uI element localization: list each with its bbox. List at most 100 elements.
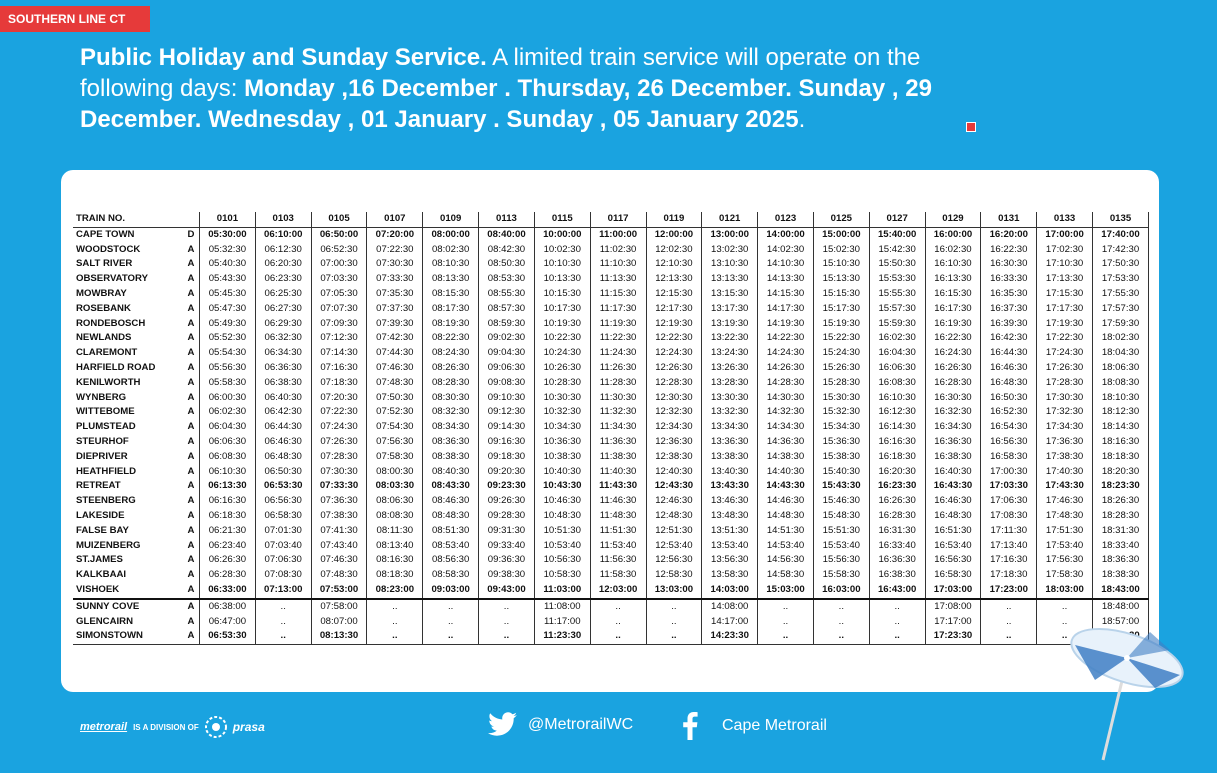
time-cell: 08:30:30 xyxy=(422,390,479,406)
time-cell: 07:48:30 xyxy=(366,375,423,391)
time-cell: 08:00:00 xyxy=(422,226,479,243)
time-cell: 10:24:30 xyxy=(533,346,591,361)
time-cell: 15:56:30 xyxy=(812,553,870,569)
time-cell: 07:44:30 xyxy=(366,346,423,361)
time-cell: 18:33:40 xyxy=(1092,538,1149,554)
time-cell: 16:20:30 xyxy=(868,464,926,480)
time-cell: 11:15:30 xyxy=(589,286,646,302)
time-cell: 05:32:30 xyxy=(199,242,256,258)
time-cell: 06:36:30 xyxy=(254,360,312,376)
table-row: STEURHOF A 06:06:30 06:46:30 07:26:30 07:56:3… xyxy=(73,434,1149,450)
time-cell: 17:36:30 xyxy=(1036,434,1093,450)
time-cell: 07:20:00 xyxy=(366,226,423,243)
time-cell: 13:24:30 xyxy=(701,346,758,361)
time-cell: 12:28:30 xyxy=(645,375,702,391)
time-cell: 17:55:30 xyxy=(1092,286,1149,302)
time-cell: 18:43:00 xyxy=(1092,582,1149,599)
time-cell: 13:51:30 xyxy=(701,523,758,539)
time-cell: 15:28:30 xyxy=(812,375,870,391)
time-cell: 13:13:30 xyxy=(701,272,758,287)
time-cell: 12:56:30 xyxy=(645,553,702,569)
arrive-depart-code: A xyxy=(187,450,195,462)
time-cell: 06:38:00 xyxy=(199,597,256,615)
time-cell: .. xyxy=(980,629,1037,646)
time-cell: 14:43:30 xyxy=(757,479,814,495)
twitter-text: @MetrorailWC xyxy=(528,716,634,733)
time-cell: 07:35:30 xyxy=(366,286,423,302)
table-row: MOWBRAY A 05:45:30 06:25:30 07:05:30 07:35:30… xyxy=(73,286,1149,302)
time-cell: 17:06:30 xyxy=(980,494,1037,509)
time-cell: 15:53:40 xyxy=(812,538,870,554)
time-cell: 17:17:30 xyxy=(1036,301,1093,317)
time-cell: 10:43:30 xyxy=(533,479,591,495)
time-cell: .. xyxy=(757,614,814,630)
time-cell: 09:06:30 xyxy=(478,360,535,376)
time-cell: 13:19:30 xyxy=(701,316,758,332)
time-cell: 16:36:30 xyxy=(924,434,981,450)
time-cell: 06:34:30 xyxy=(254,346,312,361)
time-cell: 05:58:30 xyxy=(199,375,256,391)
time-cell: 18:10:30 xyxy=(1092,390,1149,406)
time-cell: 15:42:30 xyxy=(868,242,926,258)
time-cell: 13:17:30 xyxy=(701,301,758,317)
time-cell: 10:40:30 xyxy=(533,464,591,480)
time-cell: .. xyxy=(254,614,312,630)
time-cell: 16:58:30 xyxy=(980,449,1037,465)
time-cell: 06:12:30 xyxy=(254,242,312,258)
time-cell: 06:48:30 xyxy=(254,449,312,465)
time-cell: 17:30:30 xyxy=(1036,390,1093,406)
time-cell: 16:26:30 xyxy=(924,360,981,376)
time-cell: 12:46:30 xyxy=(645,494,702,509)
time-cell: 15:59:30 xyxy=(868,316,926,332)
time-cell: 16:48:30 xyxy=(924,508,981,524)
time-cell: 07:58:00 xyxy=(310,597,367,615)
time-cell: 17:00:00 xyxy=(1036,226,1093,243)
time-cell: 08:42:30 xyxy=(478,242,535,258)
time-cell: 10:00:00 xyxy=(533,226,591,243)
time-cell: 10:15:30 xyxy=(533,286,591,302)
time-cell: 06:50:30 xyxy=(254,464,312,480)
table-row: DIEPRIVER A 06:08:30 06:48:30 07:28:30 07:58:… xyxy=(73,449,1149,465)
time-cell: 09:20:30 xyxy=(478,464,535,480)
time-cell: 09:36:30 xyxy=(478,553,535,569)
time-cell: 16:24:30 xyxy=(924,346,981,361)
time-cell: 13:02:30 xyxy=(701,242,758,258)
train-number-0101: 0101 xyxy=(199,212,256,228)
time-cell: 16:10:30 xyxy=(868,390,926,406)
time-cell: 17:00:30 xyxy=(980,464,1037,480)
facebook-page[interactable]: Cape Metrorail xyxy=(682,712,827,740)
time-cell: 09:14:30 xyxy=(478,420,535,435)
station-name: RETREAT xyxy=(76,480,121,492)
facebook-text: Cape Metrorail xyxy=(722,717,827,734)
time-cell: 17:17:00 xyxy=(924,614,981,630)
time-cell: 17:03:00 xyxy=(924,582,981,599)
time-cell: .. xyxy=(645,629,702,646)
time-cell: 17:50:30 xyxy=(1092,257,1149,273)
time-cell: 07:50:30 xyxy=(366,390,423,406)
station-name: LAKESIDE xyxy=(76,509,125,521)
division-text: IS A DIVISION OF xyxy=(133,722,199,732)
table-row: CAPE TOWN D 05:30:00 06:10:00 06:50:00 07:20:… xyxy=(73,226,1149,243)
time-cell: 11:38:30 xyxy=(589,449,646,465)
twitter-handle[interactable]: @MetrorailWC xyxy=(488,712,633,738)
time-cell: 10:51:30 xyxy=(533,523,591,539)
time-cell: 16:40:30 xyxy=(924,464,981,480)
time-cell: 07:03:30 xyxy=(310,272,367,287)
time-cell: 16:43:00 xyxy=(868,582,926,599)
arrive-depart-code: A xyxy=(187,569,195,581)
arrive-depart-code: A xyxy=(187,583,195,595)
time-cell: 09:16:30 xyxy=(478,434,535,450)
time-cell: 11:24:30 xyxy=(589,346,646,361)
time-cell: 16:30:30 xyxy=(980,257,1037,273)
time-cell: 11:32:30 xyxy=(589,405,646,421)
time-cell: 13:56:30 xyxy=(701,553,758,569)
arrive-depart-code: A xyxy=(183,629,200,646)
time-cell: 14:56:30 xyxy=(757,553,814,569)
table-row: SALT RIVER A 05:40:30 06:20:30 07:00:30 07:30… xyxy=(73,257,1149,273)
time-cell: .. xyxy=(254,629,312,646)
time-cell: 12:02:30 xyxy=(645,242,702,258)
time-cell: 18:38:30 xyxy=(1092,568,1149,583)
time-cell: 07:12:30 xyxy=(310,331,367,347)
time-cell: 10:58:30 xyxy=(533,568,591,583)
time-cell: 07:30:30 xyxy=(366,257,423,273)
